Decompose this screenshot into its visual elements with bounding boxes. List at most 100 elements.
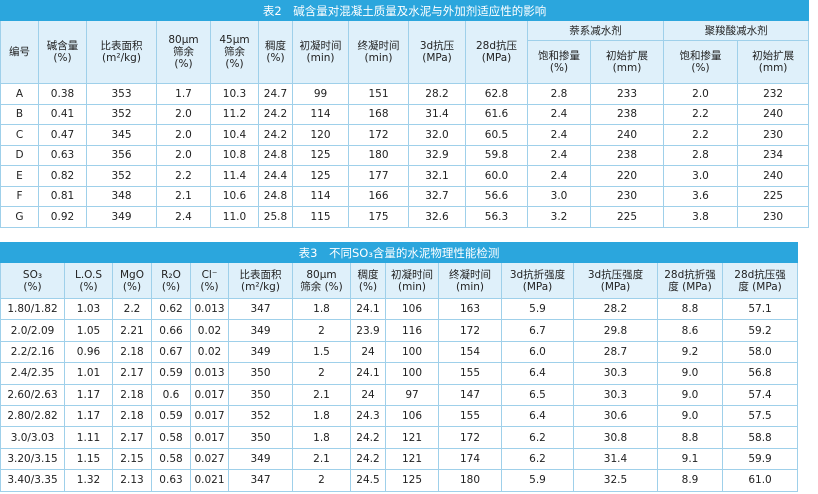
cell: 30.6	[573, 404, 658, 428]
column-header: Cl⁻ (%)	[190, 262, 229, 299]
cell: 5.9	[501, 469, 574, 492]
cell: 2.0/2.09	[0, 319, 65, 342]
column-header: 编号	[0, 20, 39, 84]
cell: 151	[348, 83, 409, 105]
column-header: 3d抗压强度 (MPa)	[573, 262, 658, 299]
cell: 3.0	[527, 185, 591, 207]
cell: 240	[736, 165, 810, 187]
cell: 3.0/3.03	[0, 426, 65, 449]
cell: 2.0	[156, 124, 211, 146]
cell: 29.8	[573, 319, 658, 342]
title-row: 表2 碱含量对混凝土质量及水泥与外加剂适应性的影响	[0, 0, 810, 21]
cell: 100	[385, 362, 439, 385]
cell: 348	[86, 185, 157, 207]
cell: 56.3	[465, 206, 528, 228]
data-row: 2.80/2.82 1.17 2.18 0.59 0.017 352 1.8 24.3 106 1…	[0, 404, 799, 428]
cell: 6.4	[501, 404, 574, 428]
cell: 345	[86, 124, 157, 146]
column-header: L.O.S (%)	[64, 262, 113, 299]
table-head: 表3 不同SO₃含量的水泥物理性能检测 SO₃ (%) L.O.S (%) MgO (…	[0, 242, 799, 299]
cell: 9.0	[657, 383, 723, 406]
header-row: 饱和掺量 (%) 初始扩展 (mm) 饱和掺量 (%) 初始扩展 (mm)	[1, 40, 810, 84]
cell: 24.3	[350, 404, 386, 428]
cell: 59.9	[721, 447, 799, 471]
cell: 0.63	[151, 469, 191, 492]
cell: 2.2	[112, 297, 152, 321]
column-header: SO₃ (%)	[0, 262, 65, 299]
cell: 3.20/3.15	[0, 447, 65, 471]
cell: 6.4	[501, 362, 574, 385]
cell: 2.4	[527, 144, 591, 166]
cell: 155	[438, 362, 502, 385]
cell: 32.7	[408, 185, 466, 207]
cell: 114	[292, 103, 349, 125]
cell: 97	[385, 383, 439, 406]
table-2: 表2 碱含量对混凝土质量及水泥与外加剂适应性的影响 编号 碱含量 (%) 比表面积 (…	[0, 0, 810, 228]
cell: 24.1	[350, 362, 386, 385]
cell: 24	[350, 383, 386, 406]
cell: 6.2	[501, 447, 574, 471]
cell: 2.13	[112, 469, 152, 492]
column-header: R₂O (%)	[151, 262, 191, 299]
cell: 24.2	[350, 447, 386, 471]
cell: 220	[590, 165, 664, 187]
header-row: 编号 碱含量 (%) 比表面积 (m²/kg) 80μm 筛余 (%) 45μm 筛余 …	[0, 20, 810, 84]
cell: 0.66	[151, 319, 191, 342]
cell: 10.3	[210, 83, 259, 105]
cell: 1.8	[292, 404, 351, 428]
cell: 233	[590, 83, 664, 105]
cell: 24.5	[350, 469, 386, 492]
cell: 1.80/1.82	[0, 297, 65, 321]
cell: 2.0	[156, 144, 211, 166]
column-header: 初始扩展 (mm)	[736, 40, 810, 84]
column-header: 28d抗折强 度 (MPa)	[657, 262, 723, 299]
cell: 32.5	[573, 469, 658, 492]
cell: 10.4	[210, 124, 259, 146]
cell: 353	[86, 83, 157, 105]
cell: 240	[590, 124, 664, 146]
cell: 59.8	[465, 144, 528, 166]
cell: 106	[385, 404, 439, 428]
cell: 0.013	[190, 362, 229, 385]
data-row: D 0.63 356 2.0 10.8 24.8 125 180 32.9 59.8 2.4 238 2…	[0, 144, 810, 166]
cell: 352	[86, 103, 157, 125]
column-header: 初凝时间 (min)	[385, 262, 439, 299]
cell: 0.62	[151, 297, 191, 321]
cell: 350	[228, 426, 293, 449]
cell: 0.027	[190, 447, 229, 471]
column-header: 45μm 筛余 (%)	[210, 20, 259, 84]
cell: 30.3	[573, 362, 658, 385]
cell: 9.0	[657, 362, 723, 385]
cell: 163	[438, 297, 502, 321]
cell: 24.2	[258, 124, 293, 146]
cell: 2.1	[156, 185, 211, 207]
cell: 60.0	[465, 165, 528, 187]
cell: G	[0, 206, 39, 228]
cell: 11.4	[210, 165, 259, 187]
cell: 2.8	[527, 83, 591, 105]
cell: 172	[438, 426, 502, 449]
cell: 0.81	[38, 185, 87, 207]
cell: 1.8	[292, 297, 351, 321]
cell: 1.32	[64, 469, 113, 492]
cell: 3.2	[527, 206, 591, 228]
cell: 60.5	[465, 124, 528, 146]
cell: 2.18	[112, 404, 152, 428]
cell: 0.017	[190, 383, 229, 406]
cell: 0.017	[190, 404, 229, 428]
cell: 2	[292, 319, 351, 342]
cell: 8.8	[657, 297, 723, 321]
cell: 0.38	[38, 83, 87, 105]
cell: 172	[348, 124, 409, 146]
cell: 125	[292, 165, 349, 187]
cell: 1.11	[64, 426, 113, 449]
cell: 349	[228, 340, 293, 364]
cell: 11.0	[210, 206, 259, 228]
column-header: 稠度 (%)	[258, 20, 293, 84]
cell: 232	[736, 83, 810, 105]
cell: 154	[438, 340, 502, 364]
column-header: 初凝时间 (min)	[292, 20, 349, 84]
cell: 57.4	[721, 383, 799, 406]
cell: 28.2	[408, 83, 466, 105]
